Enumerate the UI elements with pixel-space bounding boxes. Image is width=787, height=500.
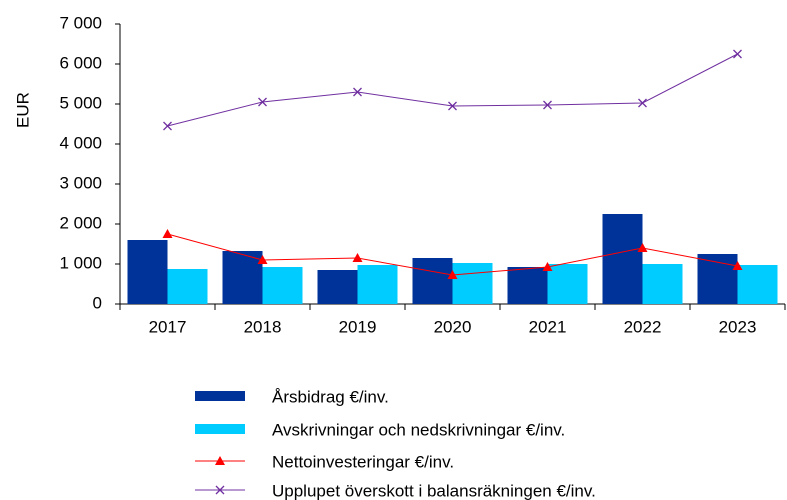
legend-swatch (195, 391, 245, 401)
legend-label: Upplupet överskott i balansräkningen €/i… (272, 481, 596, 500)
y-tick-label: 3 000 (59, 173, 102, 192)
point (162, 229, 173, 238)
x-tick-label: 2018 (244, 317, 282, 336)
bar (167, 269, 208, 304)
point (732, 261, 743, 270)
point (638, 98, 647, 108)
point (257, 255, 268, 264)
point (733, 49, 742, 59)
x-tick-label: 2021 (529, 317, 567, 336)
bar (452, 263, 493, 304)
y-tick-label: 2 000 (59, 213, 102, 232)
legend-label: Avskrivningar och nedskrivningar €/inv. (272, 420, 565, 439)
legend-label: Nettoinvesteringar €/inv. (272, 452, 454, 471)
legend-marker (215, 485, 225, 495)
y-tick-label: 7 000 (59, 13, 102, 32)
point (353, 87, 362, 97)
point (637, 243, 648, 252)
point (352, 253, 363, 262)
point (258, 97, 267, 107)
bar (412, 258, 453, 304)
bar (547, 264, 588, 304)
x-tick-label: 2023 (719, 317, 757, 336)
point (447, 270, 458, 279)
x-tick-label: 2022 (624, 317, 662, 336)
legend-marker (215, 456, 225, 465)
x-tick-label: 2019 (339, 317, 377, 336)
point (448, 101, 457, 111)
legend-label: Årsbidrag €/inv. (272, 387, 389, 406)
point (163, 121, 172, 131)
bar (507, 267, 548, 304)
bar (602, 214, 643, 304)
y-tick-label: 4 000 (59, 133, 102, 152)
legend-swatch (195, 424, 245, 434)
bar (317, 270, 358, 304)
bar (642, 264, 683, 304)
y-tick-label: 0 (93, 293, 102, 312)
bar (127, 240, 168, 304)
bar (357, 265, 398, 304)
point (543, 100, 552, 110)
bar (262, 267, 303, 304)
point (542, 262, 553, 271)
bar (737, 265, 778, 304)
x-tick-label: 2020 (434, 317, 472, 336)
y-axis-label: EUR (13, 92, 32, 128)
line (167, 53, 738, 127)
x-tick-label: 2017 (149, 317, 187, 336)
y-tick-label: 1 000 (59, 253, 102, 272)
y-tick-label: 5 000 (59, 93, 102, 112)
bar (222, 251, 263, 304)
bar (697, 254, 738, 304)
y-tick-label: 6 000 (59, 53, 102, 72)
